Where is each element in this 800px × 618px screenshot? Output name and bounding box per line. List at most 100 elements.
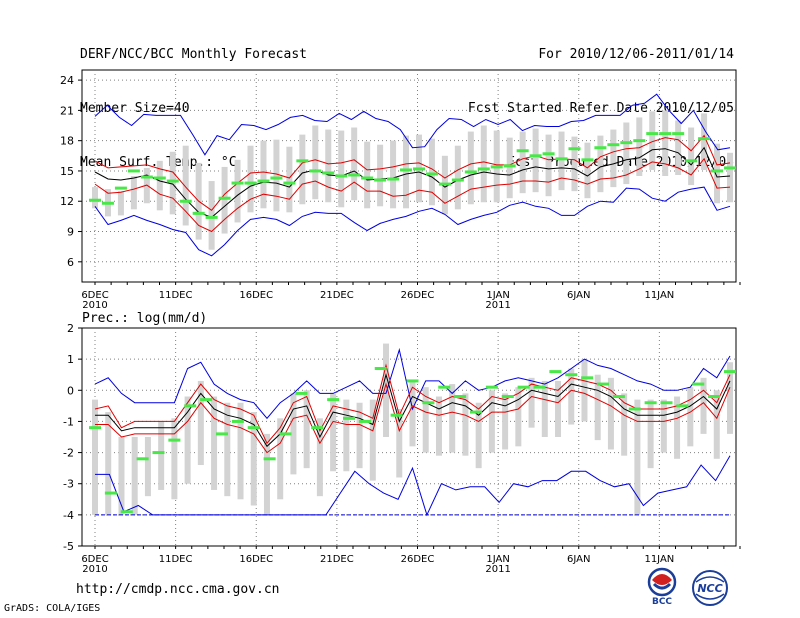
- temp-median-marker: [361, 176, 374, 180]
- temp-ytick-label: 9: [67, 226, 74, 239]
- prec-median-marker: [612, 395, 625, 399]
- temp-median-marker: [127, 169, 140, 173]
- prec-median-marker: [438, 385, 451, 389]
- prec-xtick-label: 26DEC: [401, 554, 435, 565]
- prec-ytick-label: -4: [63, 509, 74, 522]
- prec-range-box: [634, 399, 641, 515]
- prec-ytick-label: -1: [63, 415, 74, 428]
- temp-median-marker: [529, 154, 542, 158]
- temp-xtick-sublabel: 2010: [82, 300, 107, 311]
- prec-range-box: [488, 390, 495, 453]
- prec-range-box: [475, 402, 482, 469]
- temp-xtick-label: 11JAN: [644, 290, 674, 301]
- temp-range-box: [506, 137, 513, 199]
- prec-range-box: [144, 437, 151, 497]
- temp-range-box: [169, 151, 176, 215]
- temp-range-box: [390, 140, 397, 209]
- temp-median-marker: [425, 172, 438, 176]
- prec-range-box: [131, 437, 138, 515]
- temp-median-marker: [296, 159, 309, 163]
- temp-range-box: [714, 143, 721, 204]
- prec-median-marker: [708, 395, 721, 399]
- forecast-period: For 2010/12/06-2011/01/14: [538, 47, 734, 62]
- temp-ytick-label: 24: [60, 74, 74, 87]
- temp-median-marker: [581, 158, 594, 162]
- temp-range-box: [273, 139, 280, 212]
- prec-range-box: [303, 390, 310, 469]
- prec-xtick-label: 6DEC: [81, 554, 108, 565]
- temp-frame: [81, 69, 737, 283]
- prec-range-box: [118, 437, 125, 515]
- temp-range-box: [675, 120, 682, 175]
- temp-median-marker: [114, 186, 127, 190]
- prec-median-marker: [89, 426, 101, 430]
- temp-ytick-label: 6: [67, 256, 74, 269]
- temp-median-marker: [620, 141, 633, 145]
- prec-frame: [81, 327, 737, 547]
- prec-median-marker: [216, 432, 228, 436]
- ncc-logo-text: NCC: [697, 582, 722, 595]
- temp-range-box: [623, 122, 630, 185]
- temp-xtick-label: 26DEC: [401, 290, 435, 301]
- temp-range-box: [234, 159, 241, 223]
- temp-median-marker: [387, 177, 400, 181]
- prec-median-marker: [231, 419, 244, 423]
- prec-median-marker: [327, 398, 340, 402]
- temp-range-box: [519, 131, 526, 194]
- temp-range-box: [312, 125, 319, 200]
- prec-range-box: [621, 393, 628, 456]
- prec-range-box: [687, 387, 694, 447]
- temp-median-marker: [724, 166, 736, 170]
- prec-range-box: [449, 384, 456, 453]
- temp-range-box: [688, 127, 695, 186]
- prec-median-marker: [184, 404, 197, 408]
- prec-median-marker: [597, 382, 609, 386]
- prec-range-box: [263, 433, 270, 515]
- temp-median-marker: [270, 176, 283, 180]
- prec-median-marker: [263, 457, 276, 461]
- temp-ytick-label: 18: [60, 135, 74, 148]
- temp-range-box: [221, 166, 228, 234]
- prec-ytick-label: 2: [67, 322, 74, 335]
- temp-median-marker: [659, 132, 672, 136]
- temp-median-marker: [192, 211, 205, 215]
- prec-range-box: [224, 402, 231, 497]
- temp-median-marker: [477, 167, 490, 171]
- prec-series-mean_minus_sd: [95, 382, 731, 454]
- temp-range-box: [338, 130, 345, 208]
- prec-xtick-label: 1JAN: [486, 554, 509, 565]
- temp-median-marker: [503, 164, 516, 168]
- prec-median-marker: [581, 376, 594, 380]
- temp-range-box: [156, 160, 163, 211]
- prec-range-box: [92, 399, 98, 515]
- prec-median-marker: [295, 391, 308, 395]
- prec-median-marker: [279, 432, 292, 436]
- prec-range-box: [383, 343, 390, 437]
- temp-median-marker: [400, 168, 413, 172]
- prec-series-mean: [95, 372, 731, 448]
- prec-median-marker: [692, 382, 705, 386]
- temp-range-box: [649, 111, 656, 170]
- prec-xtick-sublabel: 2010: [82, 564, 107, 575]
- temp-median-marker: [711, 169, 724, 173]
- temp-median-marker: [490, 165, 503, 169]
- temp-median-marker: [412, 167, 425, 171]
- temp-range-box: [597, 135, 604, 193]
- temp-range-box: [286, 146, 293, 213]
- prec-median-marker: [406, 379, 419, 383]
- temp-median-marker: [257, 179, 270, 183]
- prec-median-marker: [390, 413, 403, 417]
- prec-range-box: [330, 393, 337, 472]
- temp-median-marker: [140, 175, 153, 179]
- prec-range-box: [674, 396, 681, 459]
- temp-xtick-label: 1JAN: [486, 290, 509, 301]
- prec-panel-title: Prec.: log(mm/d): [82, 311, 207, 326]
- prec-ytick-label: 1: [67, 353, 74, 366]
- prec-range-box: [660, 399, 667, 453]
- grads-credit: GrADS: COLA/IGES: [4, 603, 101, 614]
- prec-range-box: [343, 399, 350, 472]
- prec-median-marker: [311, 426, 324, 430]
- temp-range-box: [182, 145, 189, 226]
- temp-median-marker: [607, 143, 620, 147]
- prec-range-box: [462, 393, 469, 456]
